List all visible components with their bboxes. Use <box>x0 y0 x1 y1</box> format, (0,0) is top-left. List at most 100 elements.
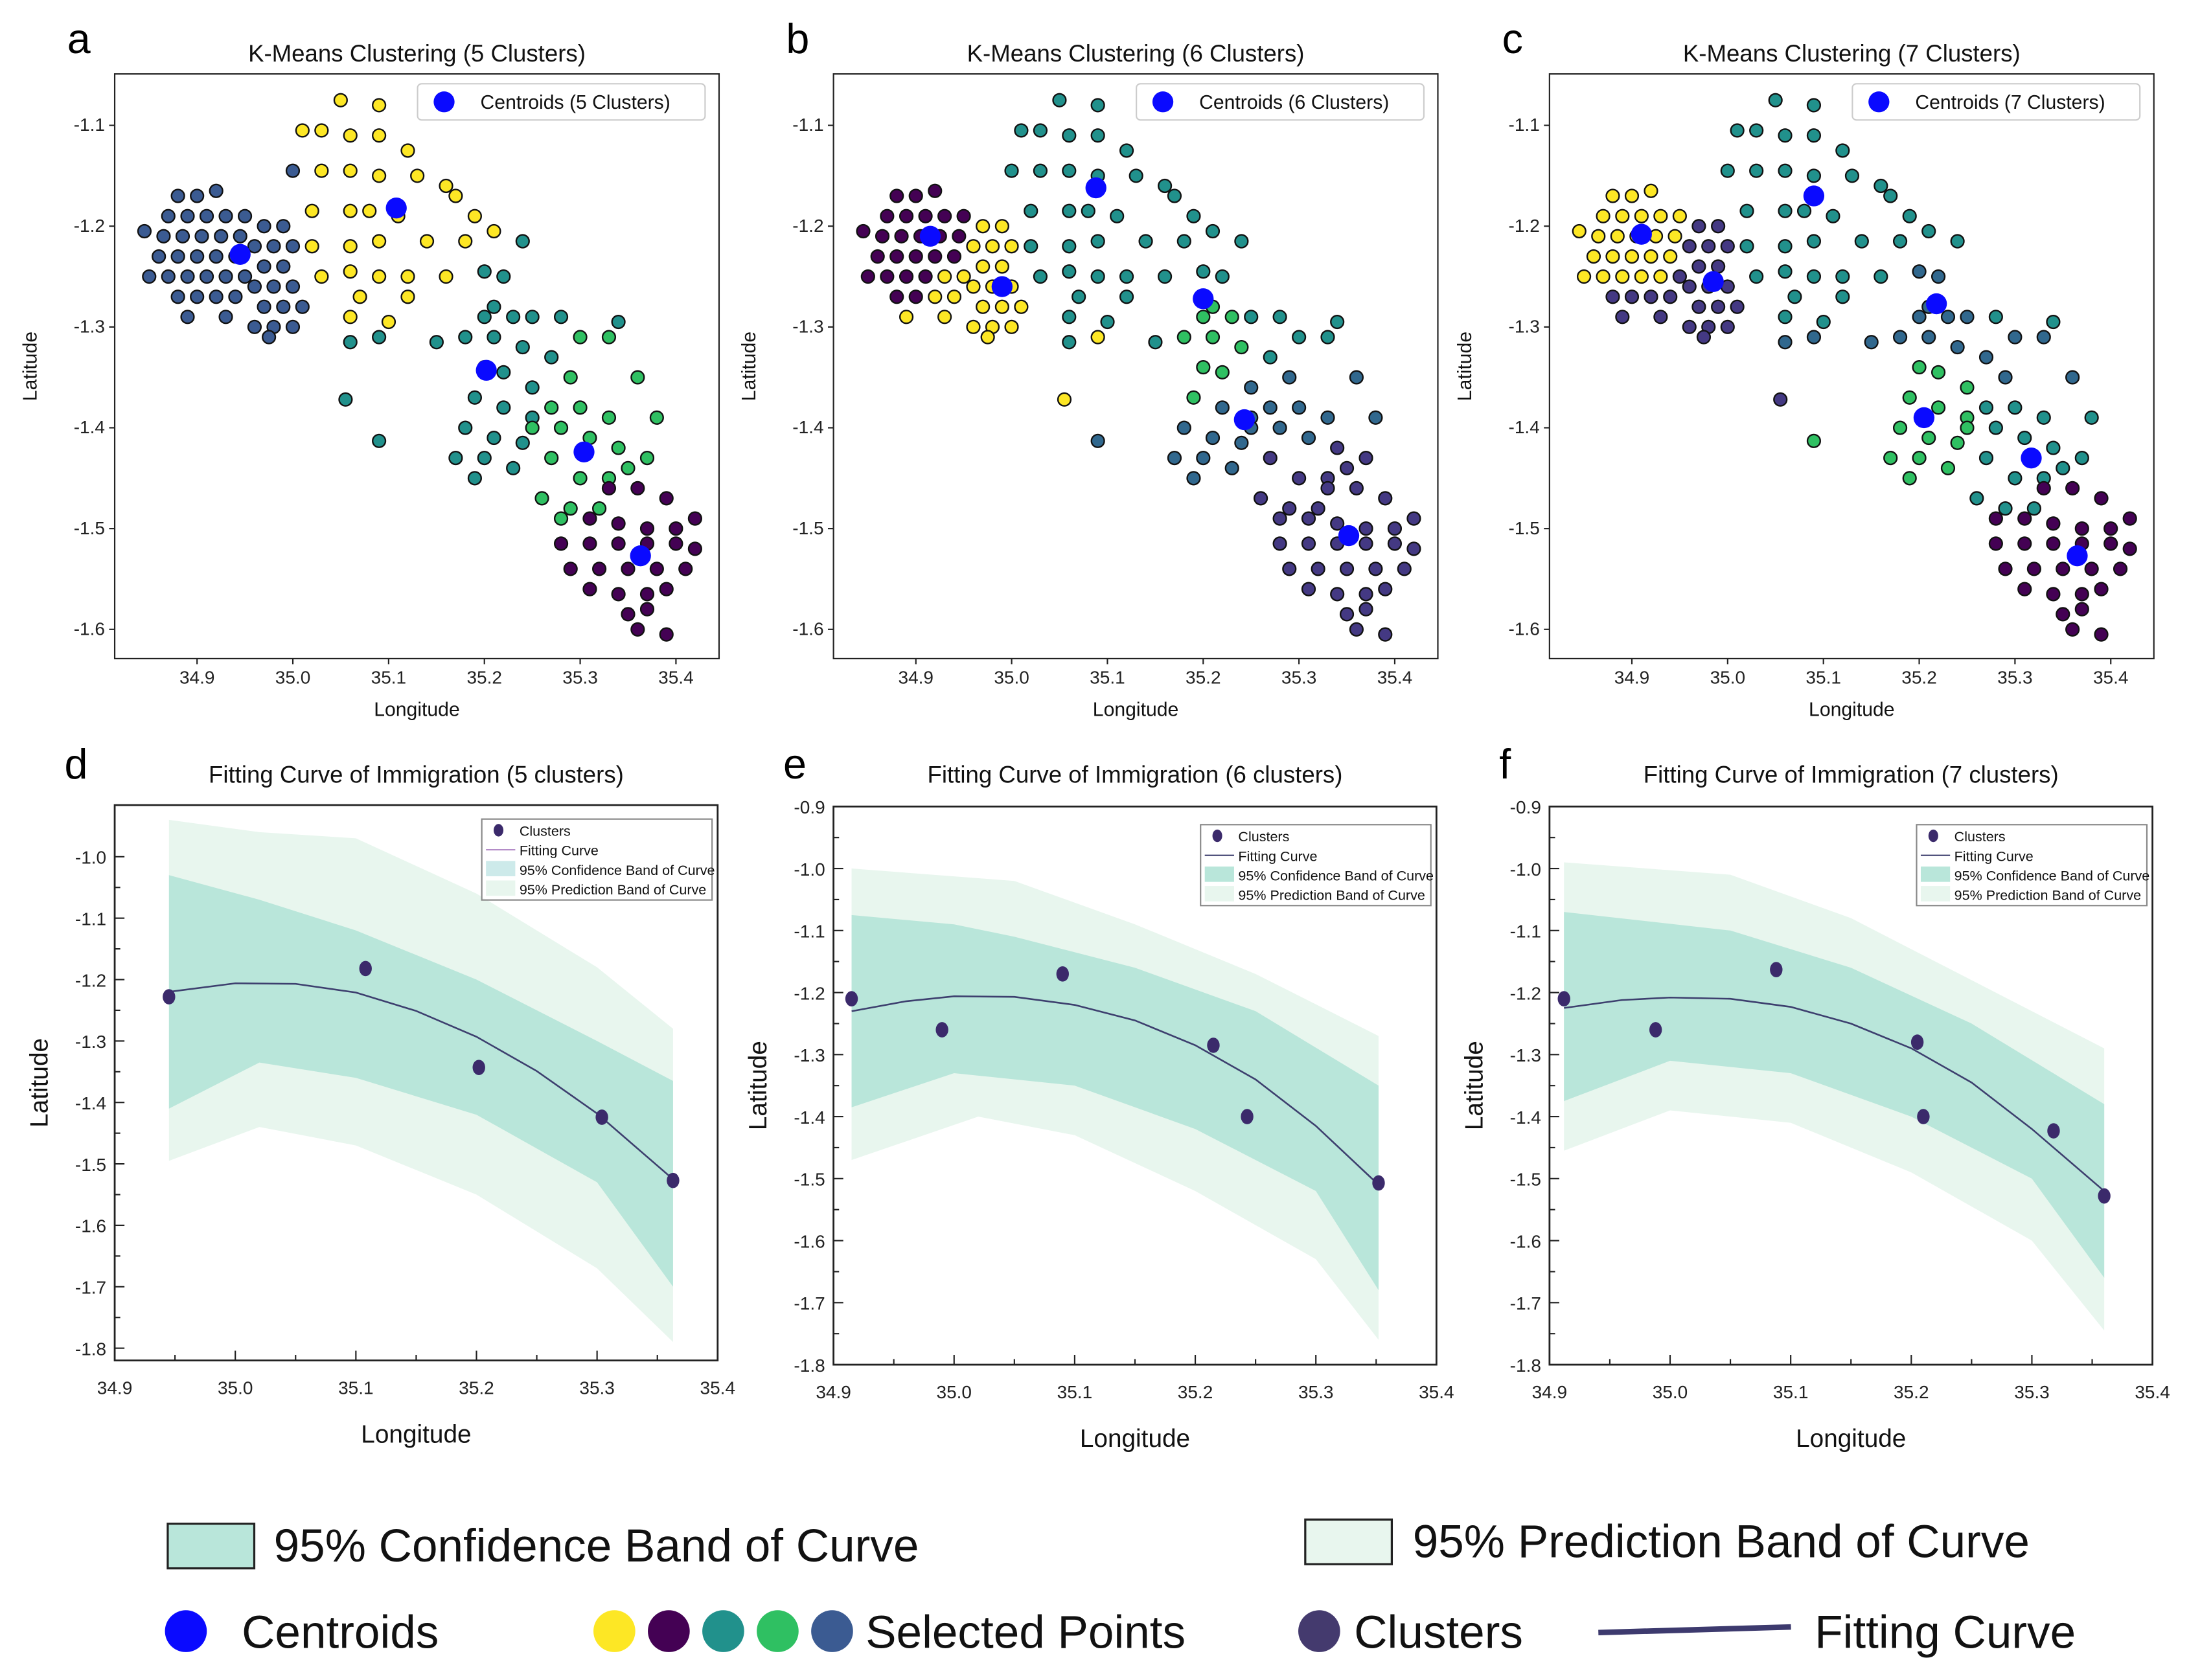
data-point <box>1292 471 1307 486</box>
data-point <box>525 420 540 435</box>
data-point <box>1969 491 1984 506</box>
data-point <box>247 279 262 294</box>
centroid-marker <box>2021 448 2042 469</box>
data-point <box>1634 209 1649 223</box>
centroid-marker <box>630 545 651 567</box>
data-point <box>611 587 626 602</box>
data-point <box>1672 269 1687 284</box>
data-point <box>1320 410 1335 425</box>
data-point <box>553 511 569 526</box>
data-point <box>1921 330 1936 345</box>
data-point <box>400 289 415 304</box>
y-axis-label: Latitude <box>744 1041 772 1130</box>
x-axis-label: Longitude <box>1796 1425 1906 1453</box>
y-tick-label: -1.1 <box>792 115 823 135</box>
data-point <box>1778 335 1793 350</box>
data-point <box>1883 188 1898 203</box>
data-point <box>1653 269 1668 284</box>
confidence-band <box>168 875 673 1287</box>
data-point <box>439 269 453 284</box>
data-point <box>496 400 511 415</box>
legend-conf-swatch <box>1204 866 1234 882</box>
data-point <box>1196 451 1211 466</box>
data-point <box>1605 249 1620 264</box>
data-point <box>1978 400 1994 415</box>
data-point <box>1090 128 1105 143</box>
data-point <box>1591 229 1606 244</box>
data-point <box>180 269 195 284</box>
data-point <box>1912 359 1927 375</box>
cluster-point <box>359 960 372 977</box>
cluster-point <box>2098 1188 2111 1204</box>
data-point <box>506 460 521 475</box>
data-point <box>496 365 511 380</box>
data-point <box>1033 269 1048 284</box>
data-point <box>1921 223 1936 239</box>
data-point <box>1167 451 1182 466</box>
centroid-marker <box>573 441 595 463</box>
data-point <box>1129 168 1143 183</box>
data-point <box>1311 501 1325 516</box>
prediction-swatch <box>1304 1518 1393 1565</box>
data-point <box>1119 269 1134 284</box>
data-point <box>209 183 223 198</box>
centroid-legend: Centroids (6 Clusters) <box>1136 83 1425 121</box>
data-point <box>1696 330 1712 345</box>
data-point <box>1176 330 1191 345</box>
data-point <box>170 188 185 203</box>
data-point <box>218 209 233 223</box>
data-point <box>908 289 923 304</box>
data-point <box>1854 234 1869 249</box>
legend-centroid-marker <box>1152 91 1174 113</box>
legend-cluster-marker <box>1212 829 1222 843</box>
x-tick-label: 34.9 <box>816 1382 851 1402</box>
x-tick-label: 35.2 <box>1894 1382 1929 1402</box>
data-point <box>1282 501 1297 516</box>
data-point <box>875 229 890 244</box>
data-point <box>2094 491 2109 506</box>
data-point <box>659 627 674 642</box>
data-point <box>2074 451 2089 466</box>
data-point <box>2008 400 2023 415</box>
fitting-title: Fitting Curve of Immigration (6 clusters… <box>928 762 1343 788</box>
data-point <box>2065 370 2080 385</box>
legend-label: Fitting Curve <box>1954 848 2034 864</box>
data-point <box>1950 234 1965 249</box>
data-point <box>1653 310 1668 324</box>
data-point <box>487 299 501 314</box>
data-point <box>573 471 588 486</box>
data-point <box>2084 562 2099 576</box>
data-point <box>1368 410 1383 425</box>
data-point <box>1787 289 1802 304</box>
data-point <box>2046 516 2061 531</box>
data-point <box>1320 481 1335 495</box>
data-point <box>2017 582 2032 596</box>
data-point <box>582 582 597 596</box>
data-point <box>621 562 636 576</box>
panel-label: c <box>1502 15 1523 62</box>
legend-box <box>1136 83 1425 121</box>
data-point <box>2046 440 2061 455</box>
legend-label: 95% Prediction Band of Curve <box>1238 888 1425 903</box>
data-point <box>1682 279 1697 294</box>
centroid-legend-marker <box>165 1610 207 1652</box>
x-tick-label: 35.3 <box>1281 668 1317 688</box>
data-point <box>137 223 152 239</box>
data-point <box>1215 400 1230 415</box>
data-point <box>1988 536 2003 551</box>
selected-points-color-dot <box>757 1610 799 1652</box>
data-point <box>1272 420 1287 435</box>
data-point <box>1682 239 1697 254</box>
legend-pred-swatch <box>1204 886 1234 902</box>
data-point <box>1205 223 1221 239</box>
data-point <box>553 420 569 435</box>
data-point <box>1931 365 1946 380</box>
data-point <box>1749 269 1764 284</box>
data-point <box>1234 339 1249 355</box>
data-point <box>343 128 358 143</box>
fitting-panel-d: d Fitting Curve of Immigration (5 cluster… <box>26 740 735 1449</box>
data-point <box>687 511 702 526</box>
centroid-legend: Centroids (7 Clusters) <box>1851 83 2141 121</box>
clusters-legend-marker <box>1298 1610 1340 1652</box>
data-point <box>1624 188 1640 203</box>
